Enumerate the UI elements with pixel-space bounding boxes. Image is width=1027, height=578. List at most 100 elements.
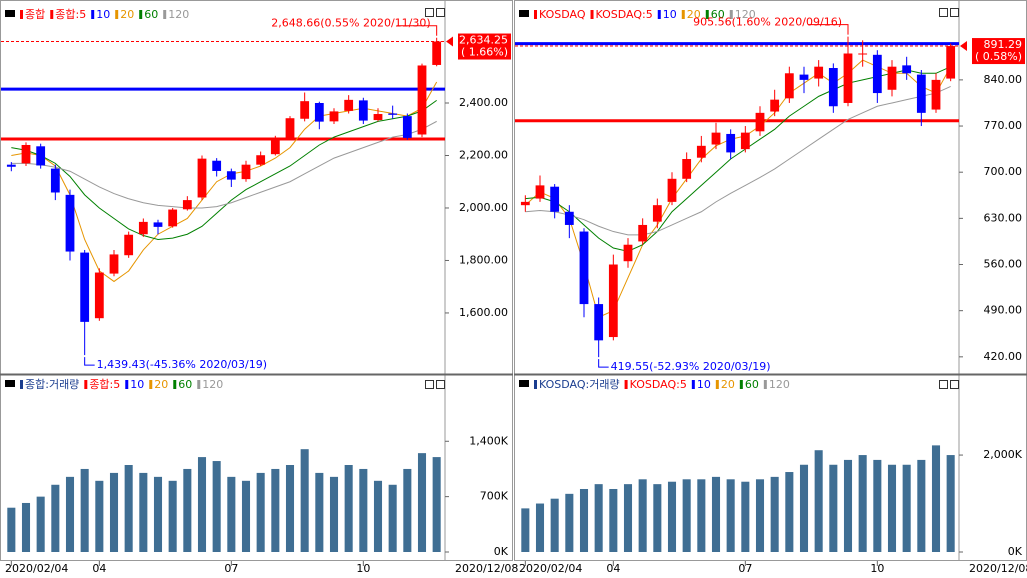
candle-body	[799, 74, 809, 80]
volume-bar	[285, 465, 295, 552]
volume-bar	[95, 480, 104, 552]
volume-bar	[65, 476, 75, 552]
candle-body	[21, 144, 31, 164]
annotation: 419.55(-52.93% 2020/03/19)	[611, 360, 771, 373]
volume-bar	[36, 496, 45, 552]
candle-body	[109, 254, 119, 274]
min-button[interactable]	[425, 8, 434, 17]
volume-bar	[726, 479, 735, 552]
annotation-leader	[808, 24, 849, 35]
candle-body	[153, 222, 163, 227]
legend-swatch	[139, 10, 143, 19]
y-tick-label: 2,000K	[983, 448, 1022, 461]
y-tick-label: 1,400K	[469, 434, 508, 447]
legend-swatch	[163, 10, 167, 19]
legend-label: 60	[745, 378, 759, 391]
max-button[interactable]	[950, 380, 959, 389]
legend-swatch	[691, 380, 695, 389]
volume-bar	[227, 476, 236, 552]
max-button[interactable]	[436, 8, 445, 17]
candle-body	[638, 224, 648, 242]
candle-body	[740, 132, 750, 150]
last-price-box	[458, 33, 511, 60]
moving-average	[11, 99, 437, 240]
volume-bar	[799, 464, 809, 552]
volume-bar	[697, 479, 706, 552]
volume-bar	[814, 450, 823, 552]
candle-body	[80, 252, 90, 322]
volume-bar	[139, 472, 148, 552]
volume-bar	[623, 484, 633, 552]
volume-bar	[535, 503, 545, 552]
volume-bar	[667, 481, 677, 552]
max-button[interactable]	[950, 8, 959, 17]
candle-body	[388, 113, 398, 115]
volume-bar	[153, 476, 163, 552]
y-tick-label: 770.00	[984, 119, 1023, 132]
annotation-leader	[84, 357, 95, 366]
volume-bar	[344, 465, 353, 552]
candle-body	[212, 160, 222, 171]
candle-body	[696, 145, 706, 158]
x-tick-label: 10	[870, 562, 884, 575]
x-tick-label: 07	[224, 562, 238, 575]
annotation-leader	[598, 359, 609, 368]
legend-swatch	[763, 380, 767, 389]
volume-bar	[373, 480, 383, 552]
candle-body	[946, 46, 956, 79]
legend-label: 10	[96, 8, 110, 21]
candle-body	[6, 164, 16, 167]
volume-bar	[80, 468, 89, 552]
legend-label: 120	[735, 8, 756, 21]
legend-label: 60	[178, 378, 192, 391]
legend-swatch	[705, 10, 709, 19]
legend-swatch	[729, 10, 733, 19]
window-buttons[interactable]	[425, 8, 959, 389]
last-change: ( 0.58%)	[975, 50, 1022, 63]
y-tick-label: 0K	[494, 545, 509, 558]
volume-bar	[403, 468, 412, 552]
volume-bar	[183, 468, 192, 552]
y-tick-label: 2,000.00	[459, 201, 508, 214]
legend-icon	[519, 10, 529, 17]
min-button[interactable]	[939, 380, 948, 389]
volume-bar	[212, 461, 221, 552]
candle-body	[872, 54, 882, 94]
last-price-arrow	[960, 41, 967, 52]
candle-body	[784, 73, 794, 99]
min-button[interactable]	[939, 8, 948, 17]
legend-swatch	[115, 10, 119, 19]
volume-bar	[197, 457, 207, 552]
annotation: 1,439.43(-45.36% 2020/03/19)	[97, 358, 267, 371]
y-tick-label: 2,400.00	[459, 96, 508, 109]
candle-body	[65, 194, 75, 252]
candle-body	[520, 201, 530, 206]
candle-body	[36, 146, 46, 166]
volume-bar	[241, 480, 251, 552]
legend-swatch	[84, 380, 88, 389]
legend-swatch	[739, 380, 743, 389]
legend-label: 20	[154, 378, 168, 391]
candle-body	[358, 100, 368, 121]
candle-body	[314, 103, 324, 122]
legend-label: 120	[769, 378, 790, 391]
volume-bar	[653, 484, 662, 552]
candle-body	[667, 178, 677, 202]
volume-bar	[843, 459, 853, 552]
min-button[interactable]	[425, 380, 434, 389]
max-button[interactable]	[436, 380, 445, 389]
candle-body	[887, 66, 897, 90]
volume-bar	[946, 455, 955, 552]
legend-swatch	[681, 10, 685, 19]
volume-bar	[51, 484, 60, 552]
legend-swatch	[715, 380, 719, 389]
legend-icon	[5, 380, 15, 387]
x-tick-label: 10	[356, 562, 370, 575]
x-tick-label: 2020/12/08	[969, 562, 1027, 575]
x-tick-label: 2020/02/04	[519, 562, 582, 575]
volume-bar	[359, 468, 368, 552]
candle-body	[535, 185, 545, 199]
y-tick-label: 0K	[1008, 545, 1023, 558]
volume-bar	[755, 479, 765, 552]
